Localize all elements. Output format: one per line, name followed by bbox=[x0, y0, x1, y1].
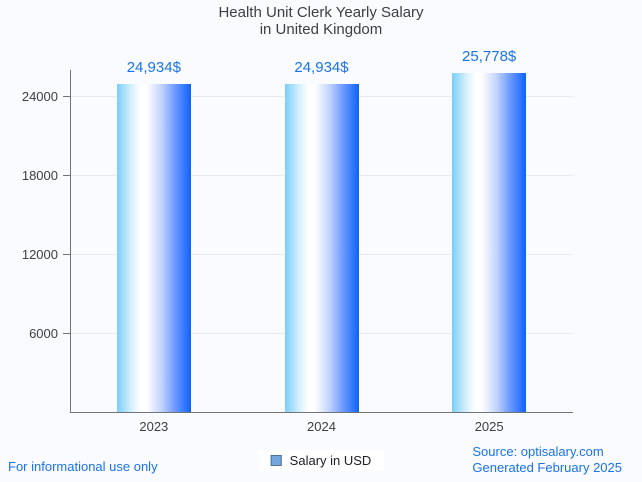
source-attribution: Source: optisalary.com Generated Februar… bbox=[472, 444, 622, 476]
chart-title: Health Unit Clerk Yearly Salary in Unite… bbox=[0, 4, 642, 38]
bar-2024[interactable] bbox=[284, 84, 359, 412]
y-axis-line bbox=[69, 70, 71, 413]
y-axis-tick-18000 bbox=[63, 175, 70, 177]
y-axis-label-6000: 6000 bbox=[29, 326, 58, 342]
bar-value-label-2023: 24,934$ bbox=[126, 59, 181, 77]
chart-legend[interactable]: Salary in USD bbox=[258, 450, 384, 471]
bar-2023[interactable] bbox=[116, 84, 191, 412]
legend-marker-icon bbox=[270, 455, 282, 466]
y-axis-label-12000: 12000 bbox=[21, 247, 58, 263]
y-axis-tick-24000 bbox=[63, 96, 70, 98]
generated-line: Generated February 2025 bbox=[472, 460, 622, 475]
x-axis-line bbox=[70, 411, 573, 413]
bar-2025[interactable] bbox=[452, 72, 527, 412]
y-axis-label-18000: 18000 bbox=[21, 168, 58, 184]
x-axis-label-2025: 2025 bbox=[474, 419, 504, 434]
y-axis-label-24000: 24000 bbox=[21, 89, 58, 105]
x-axis-label-2023: 2023 bbox=[139, 419, 169, 434]
y-axis-tick-12000 bbox=[63, 254, 70, 256]
source-line: Source: optisalary.com bbox=[472, 444, 604, 459]
chart-title-line1: Health Unit Clerk Yearly Salary bbox=[218, 4, 424, 21]
legend-label: Salary in USD bbox=[289, 453, 372, 468]
bar-value-label-2025: 25,778$ bbox=[462, 47, 517, 65]
informational-note: For informational use only bbox=[8, 459, 158, 474]
y-axis-tick-6000 bbox=[63, 333, 70, 335]
chart-title-line2: in United Kingdom bbox=[259, 21, 383, 38]
x-axis-label-2024: 2024 bbox=[307, 419, 336, 434]
bar-value-label-2024: 24,934$ bbox=[294, 59, 349, 77]
